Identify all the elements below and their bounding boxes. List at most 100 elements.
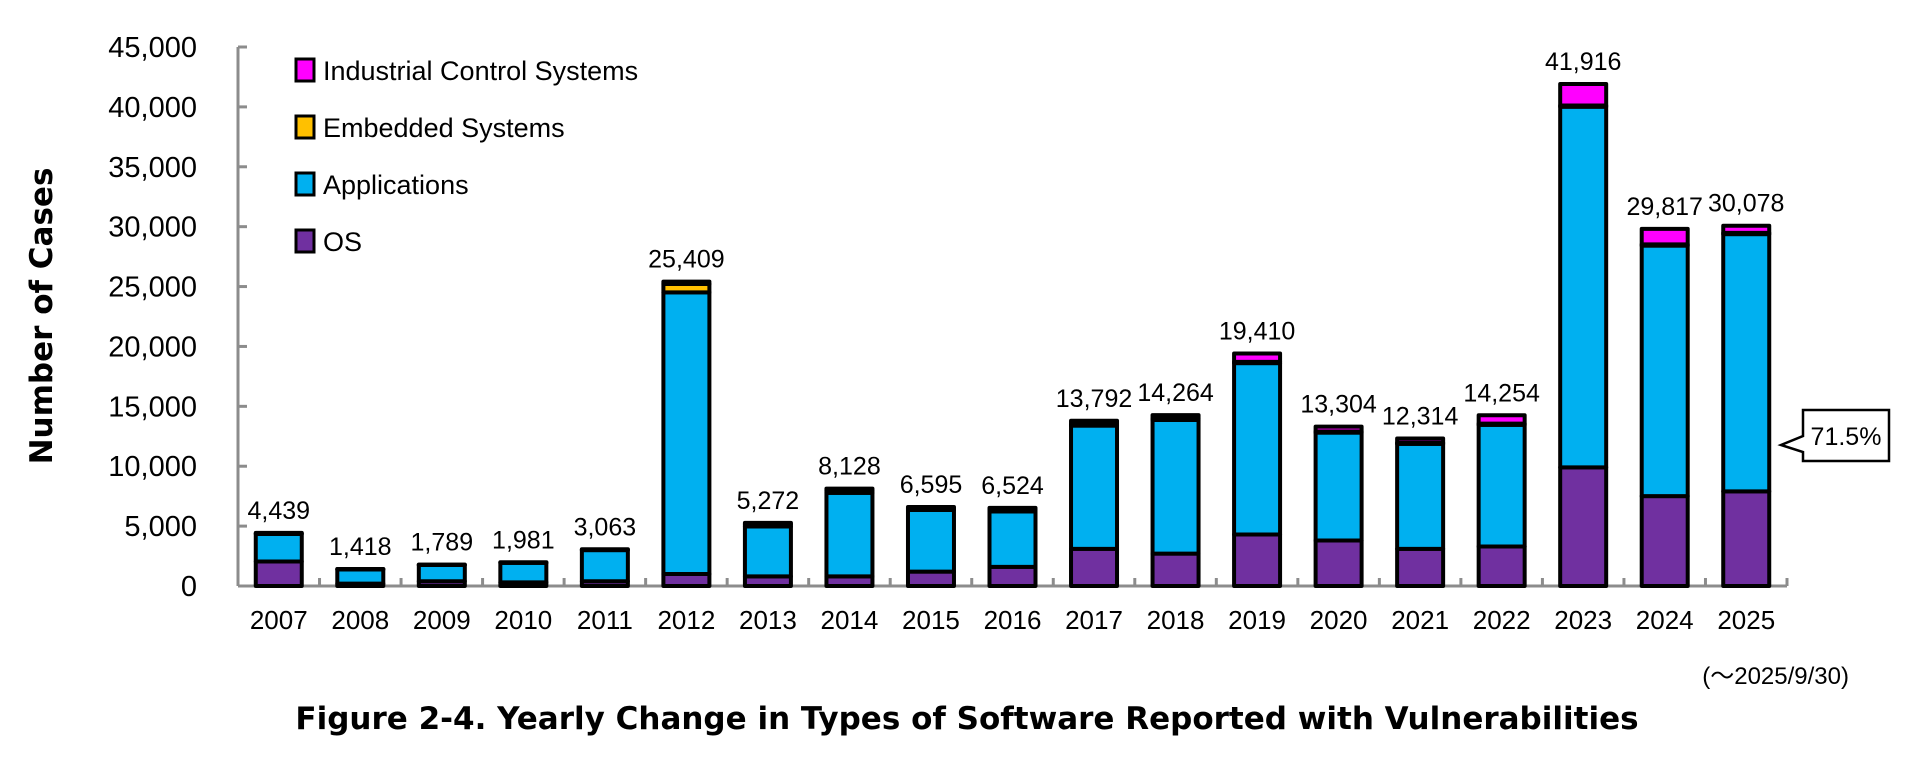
x-tick-label: 2007 — [250, 605, 308, 635]
legend-label: Embedded Systems — [323, 113, 565, 143]
x-tick-label: 2021 — [1391, 605, 1449, 635]
bar-2013 — [742, 520, 793, 589]
bar-segment-industrial-control-systems — [253, 530, 304, 536]
y-tick-label: 25,000 — [108, 272, 197, 304]
x-tick-label: 2024 — [1636, 605, 1694, 635]
bar-segment-industrial-control-systems — [1639, 226, 1690, 247]
bar-segment-industrial-control-systems — [905, 505, 956, 511]
bar-2024 — [1639, 226, 1690, 588]
chart-title: Figure 2-4. Yearly Change in Types of So… — [295, 701, 1638, 737]
x-tick-label: 2009 — [413, 605, 471, 635]
bar-segment-applications — [1395, 441, 1446, 551]
legend-swatch — [294, 228, 316, 254]
total-label: 3,063 — [574, 513, 637, 541]
y-tick-label: 40,000 — [108, 92, 197, 124]
bar-segment-industrial-control-systems — [1558, 81, 1609, 108]
total-label: 14,264 — [1137, 379, 1214, 407]
bar-2025 — [1721, 223, 1772, 588]
legend-item: Applications — [294, 170, 469, 200]
total-label: 41,916 — [1545, 48, 1621, 76]
bar-segment-industrial-control-systems — [1476, 413, 1527, 426]
bar-2010 — [498, 560, 549, 589]
bar-segment-industrial-control-systems — [1721, 223, 1772, 235]
legend-label: Industrial Control Systems — [323, 56, 638, 86]
y-tick-label: 0 — [181, 571, 197, 603]
x-tick-label: 2010 — [494, 605, 552, 635]
total-label: 12,314 — [1382, 403, 1459, 431]
bar-2018 — [1150, 413, 1201, 588]
bar-2015 — [905, 505, 956, 588]
callout-text: 71.5% — [1811, 423, 1882, 451]
bar-segment-industrial-control-systems — [1069, 418, 1120, 427]
bar-2008 — [335, 567, 386, 588]
bar-segment-applications — [498, 560, 549, 585]
bar-2011 — [579, 547, 630, 588]
x-tick-label: 2025 — [1717, 605, 1775, 635]
total-label: 6,524 — [981, 472, 1044, 500]
total-label: 25,409 — [648, 246, 724, 274]
bar-segment-applications — [1150, 417, 1201, 556]
bar-segment-os — [253, 559, 304, 589]
bar-segment-applications — [661, 290, 712, 577]
bar-segment-industrial-control-systems — [824, 486, 875, 493]
x-axis: 2007 2008 2009 2010 2011 2012 2013 2014 2015 2016… — [236, 578, 1789, 635]
bar-segment-industrial-control-systems — [1313, 424, 1364, 434]
legend-swatch — [294, 114, 316, 140]
total-label: 30,078 — [1708, 190, 1784, 218]
total-label: 13,792 — [1056, 385, 1132, 413]
total-label: 19,410 — [1219, 318, 1295, 346]
x-tick-label: 2017 — [1065, 605, 1123, 635]
bar-2021 — [1395, 436, 1446, 589]
x-tick-label: 2022 — [1473, 605, 1531, 635]
bar-segment-os — [1150, 551, 1201, 588]
x-tick-label: 2008 — [331, 605, 389, 635]
bar-2020 — [1313, 424, 1364, 588]
bar-segment-industrial-control-systems — [1150, 413, 1201, 421]
date-note: (～2025/9/30) — [1702, 663, 1849, 690]
y-tick-label: 30,000 — [108, 212, 197, 244]
bar-2014 — [824, 486, 875, 589]
bar-segment-os — [905, 569, 956, 588]
bar-segment-applications — [1476, 422, 1527, 549]
bar-segment-applications — [1069, 423, 1120, 551]
x-tick-label: 2014 — [821, 605, 879, 635]
bar-2019 — [1232, 351, 1283, 588]
y-tick-label: 35,000 — [108, 152, 197, 184]
bar-segment-os — [1232, 532, 1283, 588]
legend: Industrial Control Systems Embedded Syste… — [294, 56, 638, 257]
bar-segment-os — [1313, 538, 1364, 588]
bar-segment-os — [987, 564, 1038, 589]
bar-segment-os — [1069, 546, 1120, 589]
legend-item: Industrial Control Systems — [294, 56, 638, 86]
bar-segment-industrial-control-systems — [1232, 351, 1283, 364]
bar-segment-applications — [335, 567, 386, 586]
y-axis-title: Number of Cases — [24, 168, 60, 465]
legend-swatch — [294, 57, 316, 83]
bar-segment-applications — [579, 548, 630, 584]
bar-segment-applications — [905, 508, 956, 574]
x-tick-label: 2015 — [902, 605, 960, 635]
bar-segment-os — [1395, 546, 1446, 589]
bar-segment-applications — [987, 509, 1038, 569]
bar-segment-industrial-control-systems — [987, 505, 1038, 512]
bar-segment-applications — [1232, 361, 1283, 537]
x-tick-label: 2016 — [984, 605, 1042, 635]
total-label: 4,439 — [247, 497, 310, 525]
total-label: 13,304 — [1300, 391, 1377, 419]
bar-segment-applications — [416, 563, 467, 584]
total-label: 29,817 — [1626, 193, 1702, 221]
y-tick-label: 20,000 — [108, 331, 197, 363]
x-tick-label: 2012 — [657, 605, 715, 635]
total-label: 5,272 — [737, 487, 800, 515]
total-label: 6,595 — [900, 471, 963, 499]
bar-2017 — [1069, 418, 1120, 589]
data-labels: 4,439 1,418 1,789 1,981 3,063 25,409 5,272 8,12… — [247, 48, 1784, 561]
x-tick-label: 2019 — [1228, 605, 1286, 635]
x-tick-label: 2011 — [577, 605, 633, 635]
bar-2016 — [987, 505, 1038, 589]
x-tick-label: 2023 — [1554, 605, 1612, 635]
y-tick-label: 10,000 — [108, 451, 197, 483]
legend-item: Embedded Systems — [294, 113, 565, 143]
x-tick-label: 2018 — [1147, 605, 1205, 635]
